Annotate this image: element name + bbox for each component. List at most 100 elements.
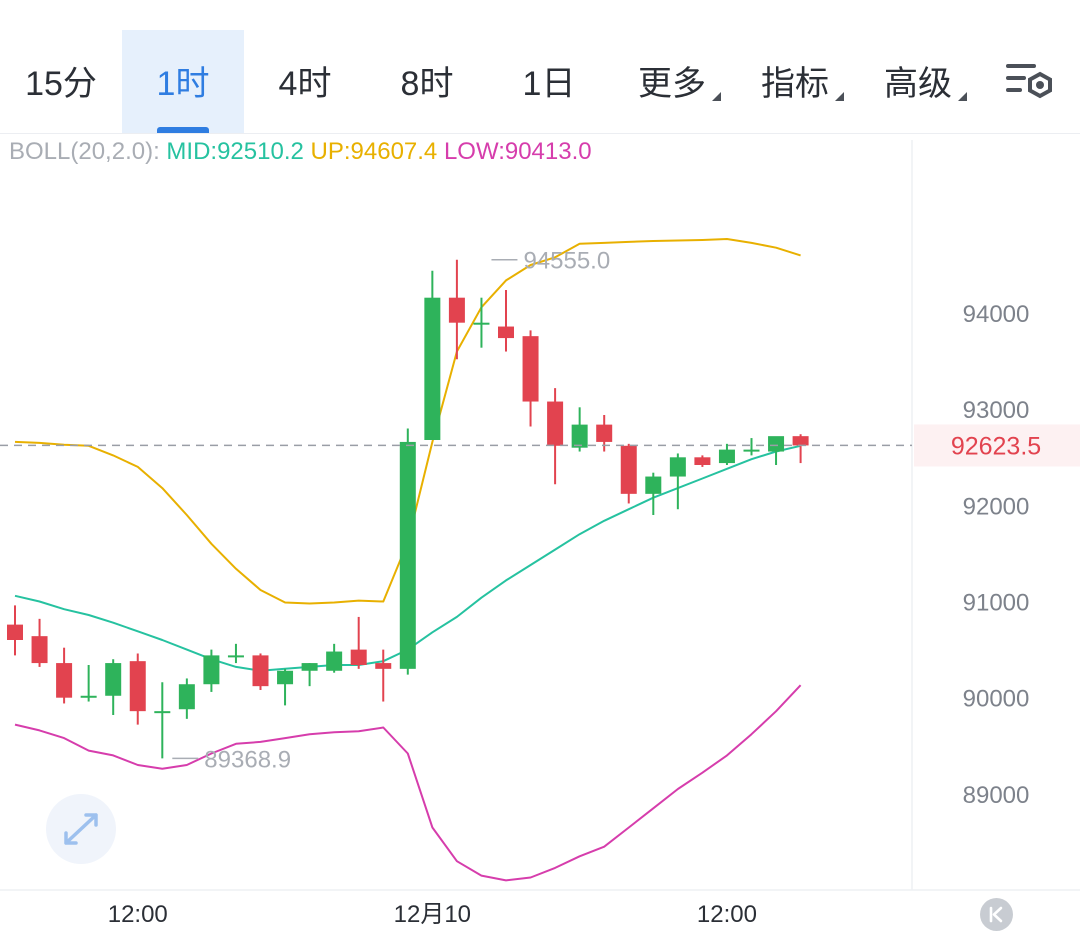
candle xyxy=(473,297,490,348)
candle-body xyxy=(375,663,392,669)
candle-body xyxy=(31,636,48,664)
candle xyxy=(645,472,662,515)
candle-body xyxy=(571,424,588,448)
candle xyxy=(694,455,711,467)
tab-15m[interactable]: 15分 xyxy=(0,30,122,133)
dropdown-triangle-icon xyxy=(958,92,967,101)
candle xyxy=(277,668,294,706)
candle xyxy=(227,643,244,664)
x-tick-label: 12月10 xyxy=(394,901,471,928)
candle-body xyxy=(547,401,564,446)
candle-body xyxy=(498,326,514,339)
tab-indicators[interactable]: 指标 xyxy=(734,30,856,133)
candle-body xyxy=(203,655,220,685)
candle xyxy=(56,647,73,704)
candle xyxy=(620,443,637,504)
chart-settings-button[interactable] xyxy=(1000,58,1058,108)
x-tick-label: 12:00 xyxy=(697,901,757,928)
scroll-to-latest-button[interactable] xyxy=(980,898,1013,931)
candle-body xyxy=(522,336,539,402)
candle-body xyxy=(473,322,490,325)
boll-mid-value: MID:92510.2 xyxy=(166,138,304,165)
tab-1d[interactable]: 1日 xyxy=(488,30,610,133)
tab-1h[interactable]: 1时 xyxy=(122,30,244,133)
boll-up-value: UP:94607.4 xyxy=(310,138,438,165)
extreme-markers: 94555.0 89368.9 xyxy=(172,248,610,773)
candle-body xyxy=(718,449,735,464)
candle-body xyxy=(129,661,146,712)
candle xyxy=(718,443,735,465)
tab-8h[interactable]: 8时 xyxy=(366,30,488,133)
candle xyxy=(154,682,171,759)
candle xyxy=(350,616,367,669)
y-tick-label: 93000 xyxy=(963,397,1030,424)
candle xyxy=(399,428,416,675)
candle-body xyxy=(326,651,343,671)
tab-label: 15分 xyxy=(25,65,97,103)
expand-chart-button[interactable] xyxy=(46,794,116,864)
candle-body xyxy=(399,441,416,669)
candle xyxy=(7,605,23,656)
candle-body xyxy=(596,424,613,442)
candle xyxy=(105,659,122,715)
tab-label: 8时 xyxy=(400,65,454,103)
candle xyxy=(547,388,564,485)
chart-settings-icon xyxy=(1006,64,1052,99)
candle-body xyxy=(178,684,195,710)
candle xyxy=(522,330,539,427)
candle xyxy=(326,643,343,673)
candle-body xyxy=(56,663,73,698)
candle-body xyxy=(448,297,465,323)
y-tick-label: 94000 xyxy=(963,301,1030,328)
last-price-line: 92623.5 xyxy=(0,424,1080,467)
candle-body xyxy=(645,476,662,494)
tab-label: 高级 xyxy=(884,65,952,103)
candle xyxy=(768,436,785,465)
candle xyxy=(301,663,318,687)
candle-body xyxy=(105,663,122,696)
y-axis: 89000 90000 91000 92000 93000 94000 xyxy=(963,301,1030,809)
candle-body xyxy=(80,695,97,698)
tab-more[interactable]: 更多 xyxy=(611,30,733,133)
candle xyxy=(498,290,514,352)
dropdown-triangle-icon xyxy=(712,92,721,101)
tab-label: 1时 xyxy=(156,65,210,103)
candle-body xyxy=(694,457,711,465)
candle-body xyxy=(792,436,809,446)
candle-body xyxy=(301,663,318,671)
y-tick-label: 92000 xyxy=(963,493,1030,520)
last-price-label: 92623.5 xyxy=(951,432,1041,460)
candles xyxy=(7,259,809,759)
tab-label: 1日 xyxy=(522,65,576,103)
candle-body xyxy=(350,649,367,665)
tab-label: 指标 xyxy=(761,65,829,103)
candle xyxy=(178,678,195,719)
active-tab-indicator xyxy=(157,127,209,133)
boll-name: BOLL(20,2.0): xyxy=(9,138,160,165)
tab-label: 更多 xyxy=(638,65,706,103)
low-marker-label: 89368.9 xyxy=(204,746,291,773)
y-tick-label: 90000 xyxy=(963,686,1030,713)
y-tick-label: 91000 xyxy=(963,590,1030,617)
candle xyxy=(31,618,48,667)
candle xyxy=(203,649,220,692)
tab-label: 4时 xyxy=(278,65,332,103)
last-price-label-bg xyxy=(914,424,1080,467)
y-tick-label: 89000 xyxy=(963,782,1030,809)
candle xyxy=(424,270,441,440)
candle-body xyxy=(620,445,637,494)
candle xyxy=(743,438,760,456)
candle-body xyxy=(252,655,269,687)
candle-body xyxy=(227,655,244,658)
candle xyxy=(80,665,97,702)
tab-advanced[interactable]: 高级 xyxy=(857,30,979,133)
dropdown-triangle-icon xyxy=(835,92,844,101)
candle-body xyxy=(768,436,785,452)
candle xyxy=(792,434,809,464)
candle-body xyxy=(7,624,23,640)
candle xyxy=(129,653,146,725)
candle-body xyxy=(669,457,686,477)
x-axis: 12:00 12月10 12:00 xyxy=(108,901,757,928)
tab-4h[interactable]: 4时 xyxy=(244,30,366,133)
